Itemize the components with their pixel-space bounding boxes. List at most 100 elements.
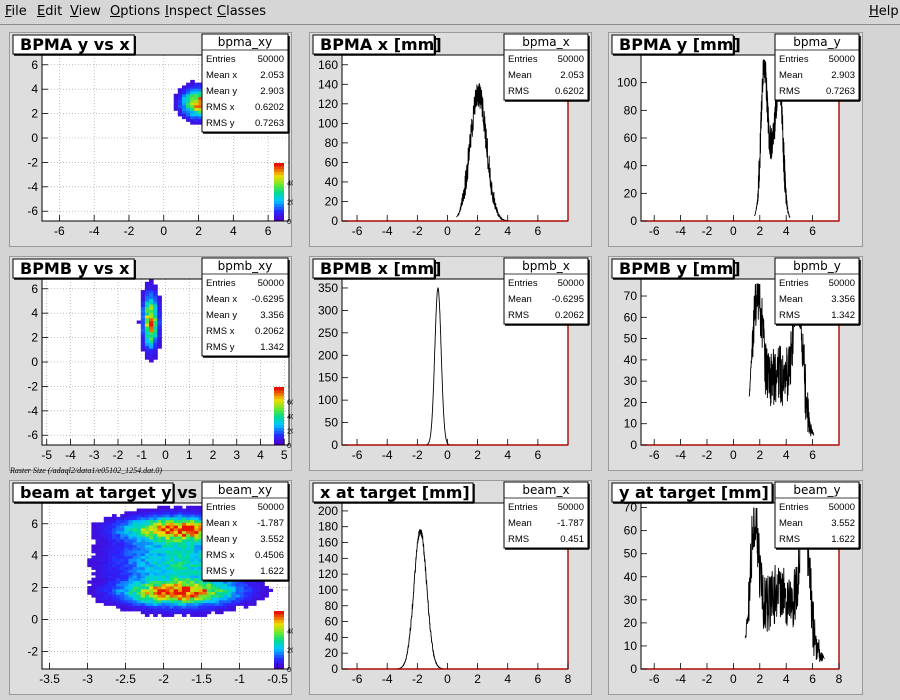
x-tick-label: -4 xyxy=(675,448,686,462)
stats-label: Mean xyxy=(508,518,532,529)
pad-bpmb_x[interactable]: -6 -4 -2 0 2 4 6 0 50 100 150 200 250 300 350 BPMB x [m… xyxy=(309,256,592,471)
heatmap-cell xyxy=(132,544,138,548)
stats-label: Entries xyxy=(206,502,236,513)
heatmap-cell xyxy=(169,508,175,512)
heatmap-cell xyxy=(116,530,121,534)
y-tick-label: 50 xyxy=(325,416,339,430)
heatmap-cell xyxy=(149,574,154,579)
heatmap-cell xyxy=(235,602,241,606)
stats-value: -1.787 xyxy=(557,518,584,529)
heatmap-cell xyxy=(153,591,158,595)
heatmap-cell xyxy=(124,572,129,576)
heatmap-cell xyxy=(169,597,175,601)
heatmap-cell xyxy=(153,563,158,568)
heatmap-cell xyxy=(144,295,150,299)
x-tick-label: -6 xyxy=(649,224,660,238)
heatmap-cell xyxy=(227,594,232,598)
heatmap-cell xyxy=(140,514,146,518)
heatmap-cell xyxy=(186,90,191,95)
heatmap-cell xyxy=(99,538,105,543)
heatmap-cell xyxy=(140,295,146,299)
heatmap-cell xyxy=(157,337,162,341)
heatmap-cell xyxy=(153,536,158,540)
heatmap-cell xyxy=(124,519,129,523)
heatmap-cell xyxy=(91,588,97,593)
heatmap-cell xyxy=(194,602,199,606)
heatmap-cell xyxy=(144,298,150,302)
pad-beam_x[interactable]: -6 -4 -2 0 2 4 6 8 0 20 40 60 80 100 120 140 160 180 200 x … xyxy=(309,480,592,695)
heatmap-cell xyxy=(140,334,146,338)
menu-inspect[interactable]: Inspect xyxy=(165,4,213,19)
heatmap-cell xyxy=(120,561,125,565)
title-box xyxy=(12,258,135,279)
menu-classes[interactable]: Classes xyxy=(217,4,266,19)
menu-options[interactable]: Options xyxy=(110,4,161,19)
heatmap-cell xyxy=(144,525,150,529)
heatmap-cell xyxy=(103,522,109,526)
menu-file[interactable]: File xyxy=(5,4,27,19)
heatmap-cell xyxy=(95,580,101,584)
heatmap-cell xyxy=(177,519,183,523)
heatmap-cell xyxy=(107,550,113,554)
pad-bpma_x[interactable]: -6 -4 -2 0 2 4 6 0 20 40 60 80 100 120 140 160 BPMA x [m… xyxy=(309,32,592,247)
pad-beam_y[interactable]: -6 -4 -2 0 2 4 6 8 0 10 20 30 40 50 60 70 y at target [m… xyxy=(608,480,863,695)
heatmap-cell xyxy=(181,536,187,540)
heatmap-cell xyxy=(239,594,245,598)
stats-label: RMS xyxy=(508,86,529,97)
x-tick-label: -4 xyxy=(382,224,393,238)
heatmap-cell xyxy=(214,594,220,598)
menu-help[interactable]: Help xyxy=(869,4,899,19)
heatmap-cell xyxy=(95,586,101,590)
heatmap-cell xyxy=(219,599,224,604)
palette-step xyxy=(274,171,284,176)
heatmap-cell xyxy=(251,588,257,593)
x-tick-label: 6 xyxy=(809,448,816,462)
pad-bpma_y[interactable]: -6 -4 -2 0 2 4 6 0 20 40 60 80 100 BPMA y [mm] bpma_y E… xyxy=(608,32,863,247)
heatmap-cell xyxy=(136,566,142,570)
heatmap-cell xyxy=(111,586,117,590)
pad-bpmb_y[interactable]: -6 -4 -2 0 2 4 6 0 10 20 30 40 50 60 70 BPMB y [mm] bpmb… xyxy=(608,256,863,471)
heatmap-cell xyxy=(144,547,150,551)
heatmap-cell xyxy=(140,591,146,595)
x-tick-label: -1 xyxy=(136,448,147,462)
heatmap-cell xyxy=(153,350,158,355)
heatmap-cell xyxy=(107,533,113,537)
heatmap-cell xyxy=(140,541,146,545)
heatmap-cell xyxy=(181,547,187,551)
heatmap-cell xyxy=(169,594,175,598)
menu-edit[interactable]: Edit xyxy=(37,4,63,19)
palette-step xyxy=(274,413,284,417)
heatmap-cell xyxy=(136,588,142,593)
stats-label: Mean x xyxy=(206,294,237,305)
heatmap-cell xyxy=(103,530,109,534)
heatmap-cell xyxy=(223,586,228,590)
heatmap-cell xyxy=(169,527,175,532)
heatmap-cell xyxy=(103,544,109,548)
heatmap-cell xyxy=(260,591,265,595)
heatmap-cell xyxy=(243,583,249,587)
heatmap-cell xyxy=(136,552,142,557)
stats-value: 50000 xyxy=(258,54,284,65)
heatmap-cell xyxy=(140,511,146,515)
heatmap-cell xyxy=(186,511,191,515)
heatmap-cell xyxy=(198,99,204,103)
heatmap-cell xyxy=(140,508,146,512)
heatmap-cell xyxy=(140,566,146,570)
stats-value: 2.053 xyxy=(260,70,284,81)
menu-view[interactable]: View xyxy=(70,4,101,19)
heatmap-cell xyxy=(153,320,158,324)
heatmap-cell xyxy=(190,79,195,84)
heatmap-cell xyxy=(190,599,195,604)
heatmap-cell xyxy=(177,572,183,576)
heatmap-cell xyxy=(157,572,162,576)
palette-step xyxy=(274,642,284,647)
heatmap-cell xyxy=(116,572,121,576)
heatmap-cell xyxy=(107,597,113,601)
heatmap-cell xyxy=(194,102,199,106)
heatmap-cell xyxy=(210,588,216,593)
heatmap-cell xyxy=(111,597,117,601)
